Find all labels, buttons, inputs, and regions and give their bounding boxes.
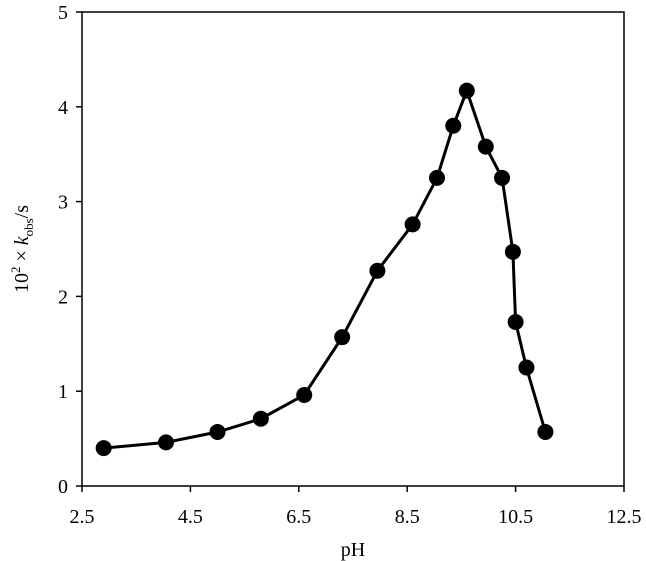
data-point [429, 169, 446, 186]
data-point [95, 440, 112, 457]
y-tick-label: 5 [58, 2, 68, 24]
y-axis-label-prefix: 10 [11, 273, 33, 293]
y-axis-label-times: × [11, 245, 33, 266]
y-axis-label-unit: /s [11, 205, 33, 219]
data-point [445, 117, 462, 134]
data-point [518, 359, 535, 376]
data-point [404, 216, 421, 233]
y-axis: 0 1 2 3 4 5 [58, 2, 82, 498]
y-tick-label: 4 [58, 97, 68, 119]
data-point [296, 386, 313, 403]
x-axis-label: pH [341, 539, 365, 561]
data-point [458, 82, 475, 99]
data-point [477, 138, 494, 155]
data-point [158, 434, 175, 451]
data-point [504, 243, 521, 260]
x-tick-label: 12.5 [607, 506, 642, 528]
y-axis-label: 102 × kobs/s [8, 205, 36, 293]
data-point [334, 329, 351, 346]
y-tick-label: 1 [58, 381, 68, 403]
x-tick-label: 8.5 [395, 506, 420, 528]
x-tick-label: 10.5 [498, 506, 533, 528]
data-point [252, 410, 269, 427]
x-tick-label: 4.5 [178, 506, 203, 528]
x-tick-label: 6.5 [286, 506, 311, 528]
data-point [209, 423, 226, 440]
x-tick-label: 2.5 [70, 506, 95, 528]
data-points [95, 82, 554, 457]
y-tick-label: 0 [58, 476, 68, 498]
plot-area [81, 11, 625, 487]
data-point [537, 423, 554, 440]
y-axis-label-k: k [11, 235, 33, 245]
y-axis-label-sup: 2 [8, 267, 23, 274]
y-tick-label: 3 [58, 192, 68, 214]
data-point [507, 313, 524, 330]
y-tick-label: 2 [58, 286, 68, 308]
y-axis-label-sub: obs [21, 218, 36, 236]
x-axis: 2.5 4.5 6.5 8.5 10.5 12.5 [70, 486, 642, 528]
data-point [369, 262, 386, 279]
data-point [494, 169, 511, 186]
